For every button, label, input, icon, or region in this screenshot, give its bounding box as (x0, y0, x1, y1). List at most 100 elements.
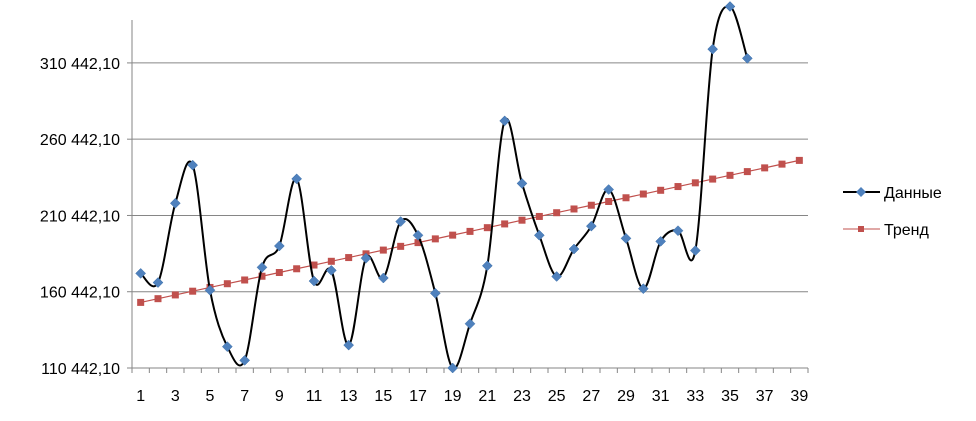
data-point-data (360, 252, 372, 264)
legend-marker-data (856, 187, 866, 197)
x-tick-label: 9 (275, 388, 284, 405)
data-point-trend (483, 224, 491, 232)
data-point-data (689, 245, 701, 256)
y-tick-label: 160 442,10 (40, 285, 120, 302)
legend-label-data: Данные (884, 185, 942, 202)
data-point-data (325, 265, 337, 276)
data-point-trend (137, 298, 145, 306)
data-point-trend (605, 198, 613, 206)
data-point-data (585, 220, 597, 232)
data-point-trend (587, 201, 595, 209)
data-point-trend (258, 272, 266, 280)
y-tick-label: 110 442,10 (41, 361, 120, 378)
legend-entry-data: Данные (843, 185, 942, 202)
data-point-trend (795, 156, 803, 164)
data-point-trend (501, 220, 509, 228)
data-point-data (395, 216, 407, 227)
data-point-trend (310, 261, 318, 269)
data-point-data (308, 275, 320, 287)
data-point-trend (223, 280, 231, 288)
data-point-trend (553, 209, 561, 217)
data-point-data (499, 115, 511, 127)
x-tick-label: 11 (306, 388, 323, 405)
data-point-data (291, 173, 303, 185)
data-point-data (516, 178, 528, 189)
data-point-data (551, 271, 563, 282)
x-tick-label: 35 (721, 388, 739, 405)
data-point-trend (171, 291, 179, 299)
data-point-trend (761, 164, 769, 172)
data-point-data (343, 339, 355, 351)
data-point-data (464, 318, 476, 330)
x-tick-label: 29 (617, 388, 635, 405)
legend-label-trend: Тренд (884, 222, 930, 239)
data-point-data (187, 159, 199, 171)
data-point-data (204, 284, 216, 296)
data-point-trend (414, 239, 422, 247)
data-point-trend (397, 242, 405, 250)
data-point-data (169, 197, 181, 209)
x-tick-label: 19 (444, 388, 462, 405)
data-point-data (603, 184, 615, 195)
data-point-data (672, 225, 684, 237)
x-tick-label: 21 (478, 388, 496, 405)
data-point-data (135, 268, 147, 279)
data-point-trend (709, 175, 717, 183)
data-point-trend (570, 205, 578, 213)
x-tick-label: 3 (171, 388, 180, 405)
data-point-trend (327, 257, 335, 265)
data-point-trend (379, 246, 387, 254)
data-point-trend (639, 190, 647, 198)
data-point-trend (657, 186, 665, 194)
data-point-trend (154, 295, 162, 303)
x-tick-label: 1 (136, 388, 145, 405)
x-tick-label: 13 (340, 388, 358, 405)
data-point-trend (449, 231, 457, 239)
x-tick-label: 39 (790, 388, 808, 405)
data-point-trend (726, 171, 734, 179)
data-point-data (724, 1, 736, 12)
data-point-trend (535, 212, 543, 220)
data-point-trend (691, 179, 699, 187)
legend-entry-trend: Тренд (843, 222, 930, 239)
data-point-trend (466, 227, 474, 235)
x-tick-label: 7 (240, 388, 249, 405)
series-layer (135, 1, 803, 374)
axes (131, 20, 808, 369)
x-tick-label: 23 (513, 388, 531, 405)
data-point-data (221, 341, 233, 352)
data-point-trend (431, 235, 439, 243)
data-point-trend (518, 216, 526, 224)
data-point-trend (241, 276, 249, 284)
data-point-data (412, 229, 424, 241)
x-tick-label: 25 (548, 388, 566, 405)
x-tick-label: 15 (374, 388, 392, 405)
y-tick-label: 260 442,10 (40, 132, 120, 149)
x-tick-label: 5 (206, 388, 215, 405)
data-point-data (655, 236, 667, 247)
y-axis-ticks: 110 442,10 160 442,10 210 442,10 260 442,10… (40, 56, 132, 378)
data-point-trend (743, 168, 751, 176)
data-point-data (429, 287, 441, 299)
data-point-trend (293, 265, 301, 273)
data-point-data (481, 260, 493, 272)
data-point-data (377, 272, 389, 284)
data-point-data (620, 232, 632, 244)
legend: Данные Тренд (843, 185, 942, 239)
data-point-trend (674, 183, 682, 191)
series-line-data (139, 5, 749, 370)
data-point-data (152, 277, 164, 288)
y-tick-label: 310 442,10 (40, 56, 120, 73)
data-point-data (707, 43, 719, 55)
gridlines (132, 62, 808, 293)
data-point-trend (778, 160, 786, 168)
data-point-data (741, 52, 753, 64)
data-point-trend (345, 254, 353, 262)
x-tick-label: 17 (409, 388, 427, 405)
x-tick-label: 27 (582, 388, 600, 405)
x-axis-ticks: 1 3 5 7 9 11 13 15 17 19 21 23 25 27 29 31 33 35 37 39 (131, 368, 809, 405)
data-point-trend (275, 269, 283, 277)
data-point-trend (622, 194, 630, 202)
data-point-data (568, 243, 580, 255)
